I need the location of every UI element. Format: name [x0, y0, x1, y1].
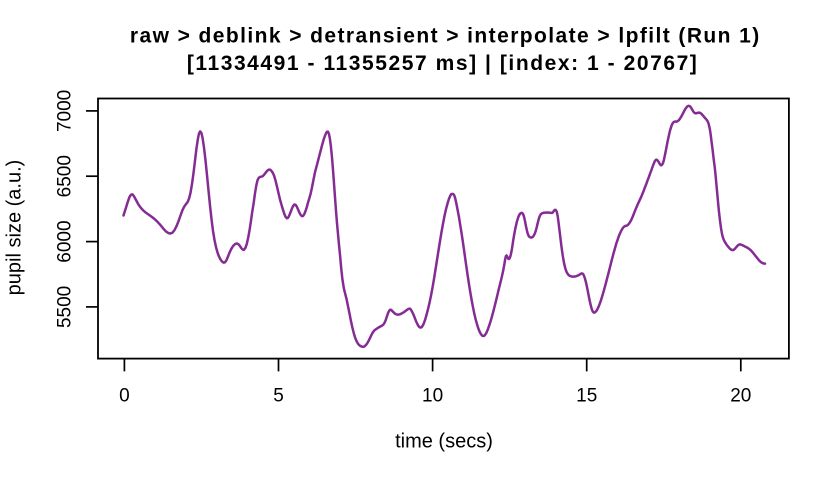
svg-text:5500: 5500: [55, 286, 76, 328]
svg-text:time (secs): time (secs): [395, 431, 493, 453]
svg-text:10: 10: [422, 386, 443, 407]
svg-text:0: 0: [119, 386, 130, 407]
svg-text:20: 20: [730, 386, 751, 407]
svg-text:6500: 6500: [55, 155, 76, 197]
svg-text:pupil size (a.u.): pupil size (a.u.): [4, 160, 26, 296]
svg-text:5: 5: [273, 386, 284, 407]
svg-text:raw > deblink > detransient >: raw > deblink > detransient > interpolat…: [130, 24, 761, 47]
svg-text:6000: 6000: [55, 220, 76, 262]
svg-text:7000: 7000: [55, 90, 76, 132]
svg-text:[11334491 - 11355257 ms] | [in: [11334491 - 11355257 ms] | [index: 1 - 2…: [187, 52, 699, 75]
svg-text:15: 15: [576, 386, 597, 407]
